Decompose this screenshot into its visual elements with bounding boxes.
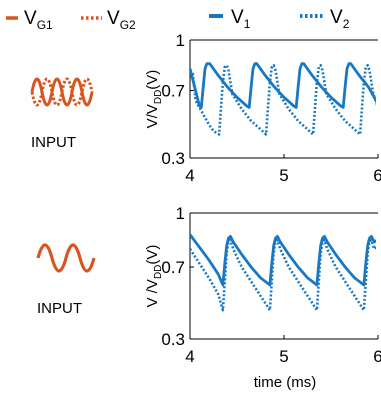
- chart-bottom-xtick-label: 4: [185, 347, 194, 366]
- chart-top: 4 5 6 0.3 0.7 1 V/VDD(V): [144, 31, 381, 185]
- chart-bottom-series-v2: [190, 238, 376, 312]
- chart-bottom-ytick-label: 1: [176, 204, 185, 223]
- chart-top-series-v2: [190, 64, 376, 136]
- chart-top-ytick-label: 1: [176, 31, 185, 50]
- legend-label-vg2: VG2: [107, 8, 136, 32]
- chart-bottom-series: [190, 233, 376, 312]
- input-legend: VG1 VG2: [6, 8, 136, 32]
- legend-label-v2: V2: [330, 7, 350, 31]
- chart-top-xtick-label: 4: [185, 166, 194, 185]
- chart-bottom-series-v1: [190, 233, 376, 287]
- chart-top-xtick-label: 5: [279, 166, 288, 185]
- chart-bottom-xtick-label: 5: [279, 347, 288, 366]
- legend-label-vg1: VG1: [24, 8, 53, 32]
- chart-top-series: [190, 62, 376, 136]
- chart-bottom-xtick-label: 6: [373, 347, 381, 366]
- chart-bottom-ylabel: V /VDD(V): [144, 245, 164, 308]
- chart-bottom-ytick-label: 0.7: [161, 258, 185, 277]
- output-legend: V1 V2: [209, 7, 350, 31]
- single-sine-wave-icon: [36, 243, 96, 273]
- chart-top-xtick-label: 6: [373, 166, 381, 185]
- chart-bottom-ticks: 4 5 6 0.3 0.7 1: [161, 204, 381, 366]
- legend-item-vg1: VG1: [6, 8, 53, 32]
- chart-top-ylabel: V/VDD(V): [144, 70, 164, 129]
- chart-top-ytick-label: 0.3: [161, 149, 185, 168]
- chart-top-series-v1: [190, 62, 376, 109]
- chart-bottom-xlabel: time (ms): [254, 374, 317, 391]
- input-label-top: INPUT: [31, 134, 76, 151]
- chart-top-ticks: 4 5 6 0.3 0.7 1: [161, 31, 381, 185]
- legend-item-v1: V1: [209, 7, 251, 31]
- chart-bottom: 4 5 6 0.3 0.7 1 V /VDD(V) time (ms): [144, 204, 381, 391]
- legend-item-vg2: VG2: [81, 8, 136, 32]
- chart-bottom-ytick-label: 0.3: [161, 330, 185, 349]
- chart-top-ytick-label: 0.7: [161, 82, 185, 101]
- input-label-bottom: INPUT: [37, 300, 82, 317]
- legend-item-v2: V2: [300, 7, 350, 31]
- legend-label-v1: V1: [231, 7, 251, 31]
- overlapping-sine-waves-icon: [30, 77, 94, 107]
